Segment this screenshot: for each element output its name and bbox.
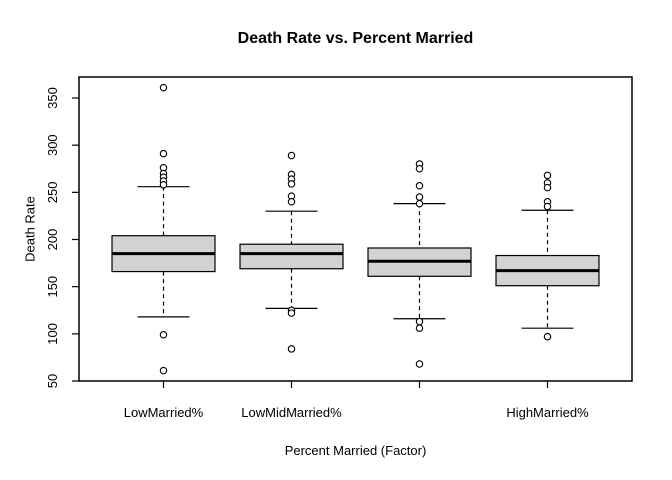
outlier-point: [287, 151, 296, 160]
y-tick-label: 350: [45, 87, 60, 109]
outlier-point: [287, 180, 296, 188]
outlier-point: [159, 331, 168, 339]
y-tick-label: 250: [45, 181, 60, 203]
outlier-point: [159, 181, 168, 189]
outlier-point: [415, 199, 424, 208]
y-axis-label: Death Rate: [22, 196, 38, 262]
plot-border: [78, 76, 633, 382]
outlier-point: [543, 171, 552, 180]
outlier-point: [415, 360, 424, 368]
outlier-point: [287, 309, 296, 317]
outlier-point: [287, 198, 296, 206]
y-tick-label: 300: [45, 134, 60, 156]
x-category-label: LowMidMarried%: [241, 405, 342, 420]
y-tick-label: 50: [45, 374, 60, 388]
outlier-point: [159, 83, 168, 92]
outlier-point: [415, 193, 424, 201]
x-category-label: HighMarried%: [506, 405, 589, 420]
iqr-box: [239, 243, 344, 270]
chart-title: Death Rate vs. Percent Married: [237, 30, 474, 47]
outlier-point: [543, 332, 552, 341]
y-tick-label: 100: [45, 323, 60, 345]
outlier-point: [287, 345, 296, 353]
outlier-point: [415, 317, 424, 326]
y-tick-label: 200: [45, 229, 60, 251]
outlier-point: [415, 181, 424, 190]
x-category-label: LowMarried%: [124, 405, 204, 420]
outlier-point: [159, 366, 168, 375]
outlier-point: [415, 165, 424, 173]
y-tick-label: 150: [45, 276, 60, 298]
outlier-point: [543, 183, 552, 192]
outlier-point: [159, 149, 168, 158]
outlier-point: [543, 202, 552, 211]
x-axis-label: Percent Married (Factor): [284, 443, 427, 458]
outlier-point: [415, 324, 424, 332]
